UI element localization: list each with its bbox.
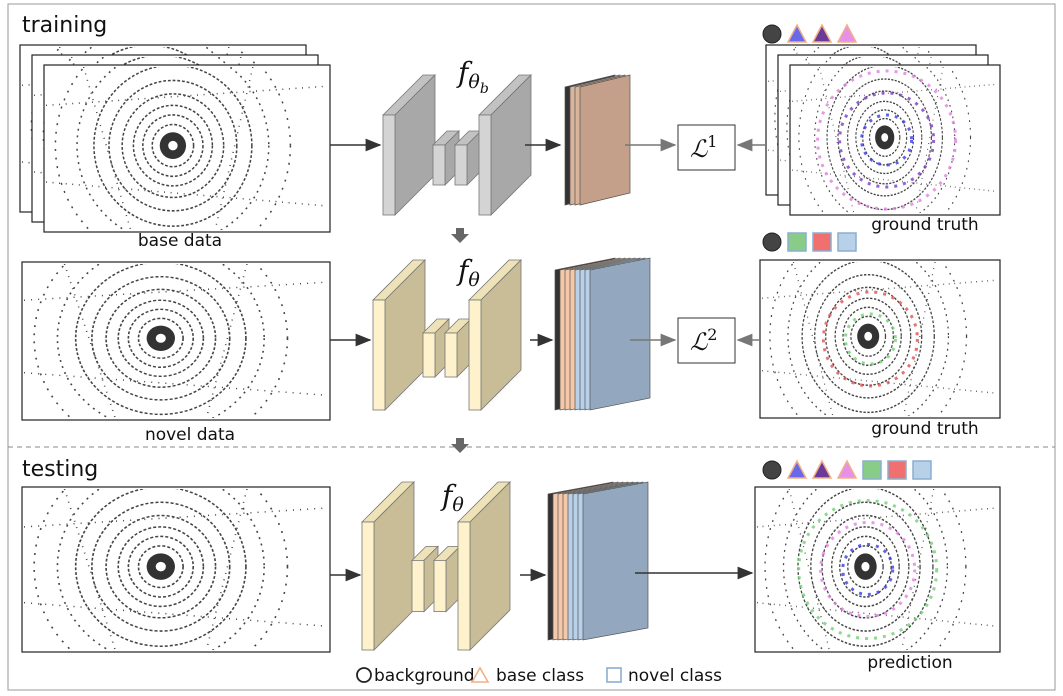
class-icon (811, 23, 833, 43)
loss-label: ℒ2 (690, 325, 717, 356)
layer-block (433, 560, 447, 613)
network-label: fθb (456, 56, 489, 97)
caption: ground truth (871, 419, 978, 439)
class-icon (786, 459, 808, 479)
caption: prediction (867, 653, 952, 673)
point-cloud-frame (789, 64, 1001, 216)
layer-block (372, 299, 386, 411)
class-points (843, 312, 897, 366)
point-cloud-frame (43, 64, 331, 233)
class-icon (762, 460, 782, 480)
layer-block (361, 521, 375, 651)
legend-label: novel class (628, 666, 722, 686)
down-arrow (451, 228, 469, 243)
loss-label: ℒ1 (690, 132, 717, 163)
layer-block (478, 114, 492, 216)
network-label: fθ (456, 254, 480, 291)
section-title: training (22, 13, 107, 38)
class-points (819, 521, 917, 618)
layer-block (432, 144, 446, 186)
feature-map (582, 481, 649, 641)
legend-label: base class (496, 666, 584, 686)
layer-block (394, 74, 436, 216)
class-points (816, 69, 958, 211)
layer-block (468, 299, 482, 411)
class-icon (812, 232, 832, 252)
class-icon (762, 232, 782, 252)
caption: ground truth (871, 215, 978, 235)
point-cloud-frame (21, 486, 331, 653)
legend-icon (606, 667, 622, 683)
layer-block (457, 521, 471, 651)
point-cloud-frame (754, 486, 1001, 653)
class-icon (811, 459, 833, 479)
class-icon (887, 460, 907, 480)
class-icon (836, 23, 858, 43)
caption: novel data (145, 425, 235, 445)
layer-block (454, 144, 468, 186)
frame (7, 3, 1056, 691)
class-icon (837, 232, 857, 252)
class-icon (862, 460, 882, 480)
point-cloud-frame (21, 261, 331, 421)
layer-block (382, 114, 396, 216)
class-points (841, 543, 895, 596)
class-points (860, 113, 914, 167)
loss-box (677, 124, 736, 171)
layout (19, 23, 1001, 653)
caption: base data (138, 231, 222, 251)
layer-block (411, 560, 425, 613)
class-icon (836, 459, 858, 479)
class-icon (787, 232, 807, 252)
point-cloud-frame (759, 259, 1001, 419)
layer-block (422, 332, 436, 378)
layer-block (444, 332, 458, 378)
class-icon (762, 24, 782, 44)
class-icon (912, 460, 932, 480)
class-points (821, 290, 919, 388)
feature-map (579, 74, 631, 206)
network-label: fθ (440, 479, 464, 516)
loss-box (677, 317, 736, 364)
class-points (838, 91, 936, 189)
class-icon (786, 23, 808, 43)
feature-map (589, 257, 651, 411)
class-points (797, 499, 939, 640)
legend-icon (470, 666, 490, 683)
legend-icon (356, 667, 372, 683)
section-title: testing (22, 457, 98, 482)
down-arrow (451, 438, 469, 453)
legend-label: background (374, 666, 475, 686)
